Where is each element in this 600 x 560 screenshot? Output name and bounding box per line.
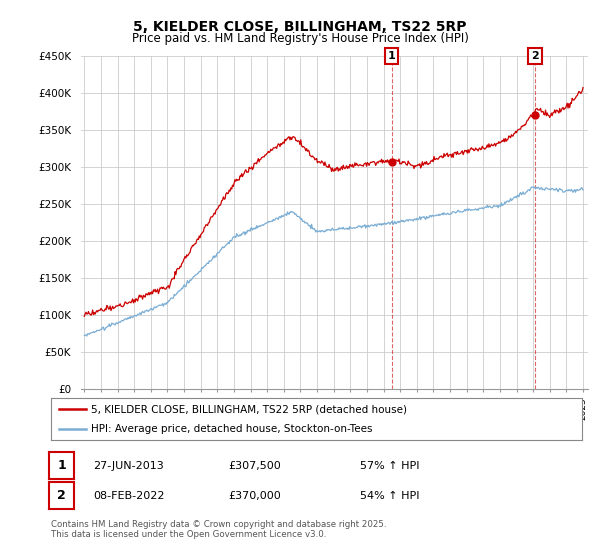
Text: £370,000: £370,000 <box>228 491 281 501</box>
Text: 08-FEB-2022: 08-FEB-2022 <box>93 491 164 501</box>
Text: Contains HM Land Registry data © Crown copyright and database right 2025.
This d: Contains HM Land Registry data © Crown c… <box>51 520 386 539</box>
Text: Price paid vs. HM Land Registry's House Price Index (HPI): Price paid vs. HM Land Registry's House … <box>131 32 469 45</box>
Text: £307,500: £307,500 <box>228 461 281 471</box>
Text: 57% ↑ HPI: 57% ↑ HPI <box>360 461 419 471</box>
Text: 54% ↑ HPI: 54% ↑ HPI <box>360 491 419 501</box>
Text: 2: 2 <box>531 51 539 61</box>
Text: 2: 2 <box>58 489 66 502</box>
Text: HPI: Average price, detached house, Stockton-on-Tees: HPI: Average price, detached house, Stoc… <box>91 424 373 434</box>
Text: 1: 1 <box>388 51 395 61</box>
Text: 27-JUN-2013: 27-JUN-2013 <box>93 461 164 471</box>
Text: 5, KIELDER CLOSE, BILLINGHAM, TS22 5RP: 5, KIELDER CLOSE, BILLINGHAM, TS22 5RP <box>133 20 467 34</box>
Text: 5, KIELDER CLOSE, BILLINGHAM, TS22 5RP (detached house): 5, KIELDER CLOSE, BILLINGHAM, TS22 5RP (… <box>91 404 407 414</box>
Text: 1: 1 <box>58 459 66 473</box>
